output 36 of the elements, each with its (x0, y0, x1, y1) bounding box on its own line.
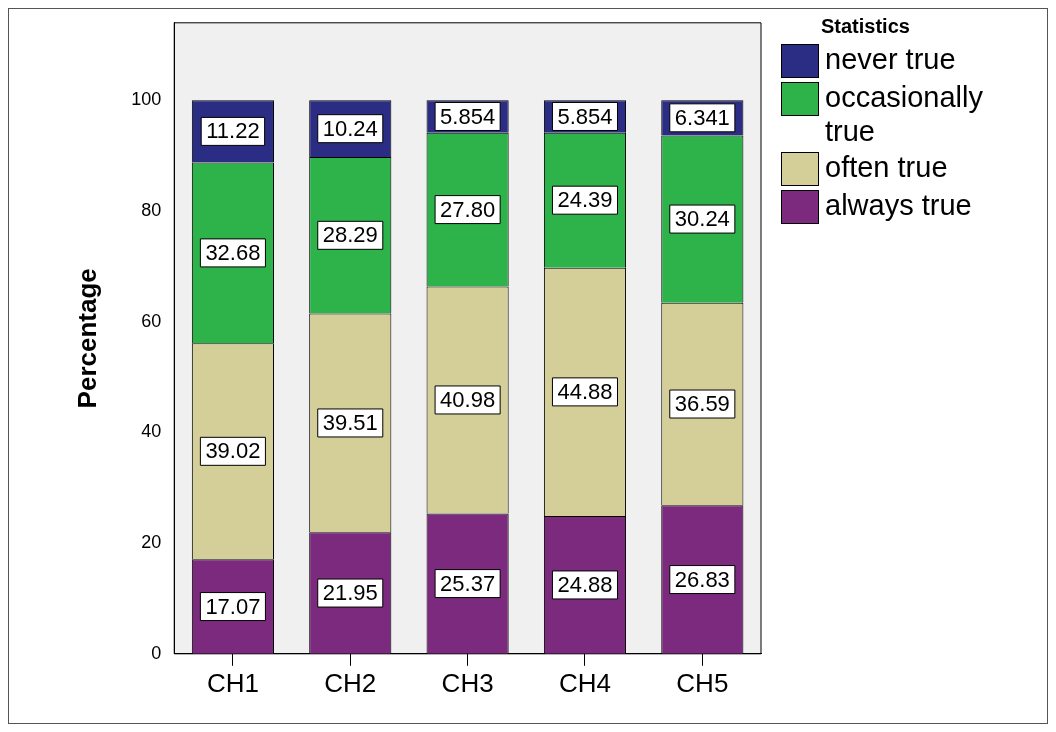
data-label: 6.341 (674, 104, 730, 130)
data-label: 39.02 (205, 438, 261, 464)
data-label: 32.68 (205, 239, 261, 265)
data-label: 40.98 (440, 387, 496, 413)
y-axis-title: Percentage (71, 268, 102, 409)
x-tick-label: CH5 (676, 667, 729, 698)
y-tick-label: 80 (141, 199, 162, 220)
x-tick-label: CH3 (441, 667, 494, 698)
data-label: 21.95 (322, 580, 378, 606)
legend-title: Statistics (821, 15, 911, 38)
data-label: 36.59 (674, 391, 730, 417)
data-label: 17.07 (205, 593, 261, 619)
y-tick-label: 0 (151, 642, 162, 663)
data-label: 27.80 (440, 196, 496, 222)
data-label: 24.39 (557, 187, 613, 213)
x-tick-label: CH4 (558, 667, 611, 698)
y-tick-label: 60 (141, 310, 162, 331)
x-tick-label: CH1 (206, 667, 259, 698)
data-label: 11.22 (206, 118, 260, 144)
data-label: 25.37 (440, 570, 496, 596)
x-tick-label: CH2 (324, 667, 377, 698)
y-tick-label: 100 (131, 89, 162, 110)
data-label: 10.24 (322, 115, 378, 141)
data-label: 24.88 (557, 572, 613, 598)
y-tick-label: 40 (141, 421, 162, 442)
y-tick-label: 20 (141, 532, 162, 553)
legend-label: never true (825, 42, 957, 76)
data-label: 44.88 (557, 378, 613, 404)
data-label: 5.854 (557, 103, 613, 129)
legend-label: often true (825, 150, 949, 184)
data-label: 5.854 (440, 103, 496, 129)
data-label: 39.51 (322, 410, 378, 436)
data-label: 26.83 (674, 566, 730, 592)
data-label: 28.29 (322, 222, 378, 248)
legend-label: always true (825, 188, 973, 222)
data-label: 30.24 (674, 206, 730, 232)
